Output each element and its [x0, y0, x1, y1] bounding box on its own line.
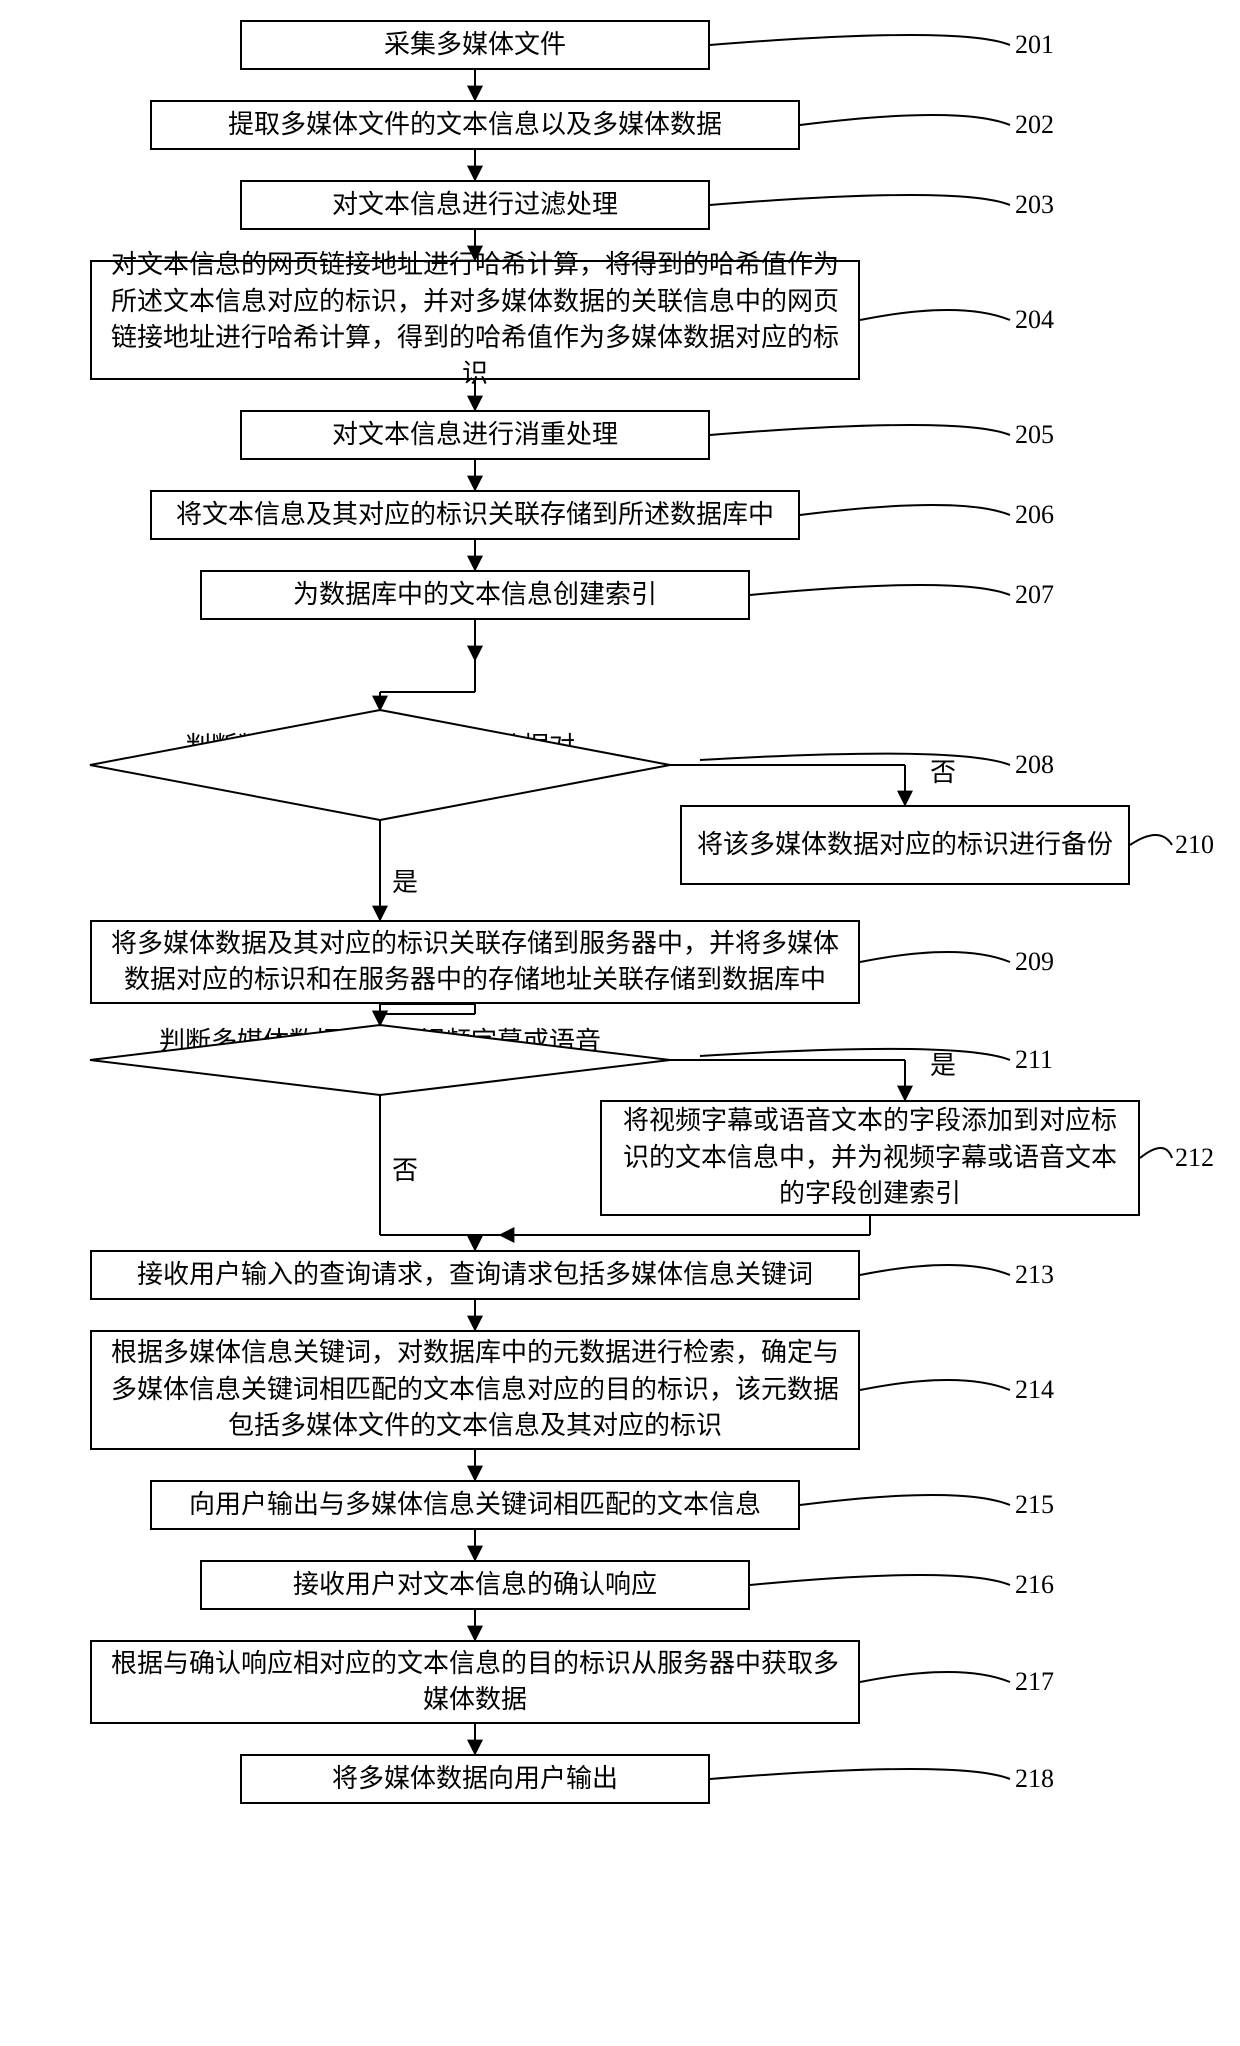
step-213: 接收用户输入的查询请求，查询请求包括多媒体信息关键词	[90, 1250, 860, 1300]
step-201: 采集多媒体文件	[240, 20, 710, 70]
num-202: 202	[1015, 110, 1054, 140]
num-207: 207	[1015, 580, 1054, 610]
num-211: 211	[1015, 1045, 1053, 1075]
step-207: 为数据库中的文本信息创建索引	[200, 570, 750, 620]
num-206: 206	[1015, 500, 1054, 530]
step-214: 根据多媒体信息关键词，对数据库中的元数据进行检索，确定与多媒体信息关键词相匹配的…	[90, 1330, 860, 1450]
step-217: 根据与确认响应相对应的文本信息的目的标识从服务器中获取多媒体数据	[90, 1640, 860, 1724]
num-215: 215	[1015, 1490, 1054, 1520]
num-218: 218	[1015, 1764, 1054, 1794]
step-215: 向用户输出与多媒体信息关键词相匹配的文本信息	[150, 1480, 800, 1530]
step-210: 将该多媒体数据对应的标识进行备份	[680, 805, 1130, 885]
num-216: 216	[1015, 1570, 1054, 1600]
label-yes-211: 是	[930, 1045, 956, 1082]
num-201: 201	[1015, 30, 1054, 60]
num-208: 208	[1015, 750, 1054, 780]
step-208: 判断数据库中是否与多媒体数据对应的标识相同的标识	[180, 728, 580, 802]
step-218: 将多媒体数据向用户输出	[240, 1754, 710, 1804]
step-216: 接收用户对文本信息的确认响应	[200, 1560, 750, 1610]
step-205: 对文本信息进行消重处理	[240, 410, 710, 460]
num-217: 217	[1015, 1667, 1054, 1697]
step-202: 提取多媒体文件的文本信息以及多媒体数据	[150, 100, 800, 150]
step-206: 将文本信息及其对应的标识关联存储到所述数据库中	[150, 490, 800, 540]
num-203: 203	[1015, 190, 1054, 220]
step-211: 判断多媒体数据是否为视频字幕或语音文本	[150, 1042, 610, 1078]
num-209: 209	[1015, 947, 1054, 977]
label-no-208: 否	[930, 752, 956, 789]
flowchart-canvas: 采集多媒体文件 提取多媒体文件的文本信息以及多媒体数据 对文本信息进行过滤处理 …	[0, 0, 1240, 2046]
step-212: 将视频字幕或语音文本的字段添加到对应标识的文本信息中，并为视频字幕或语音文本的字…	[600, 1100, 1140, 1216]
num-210: 210	[1175, 830, 1214, 860]
num-204: 204	[1015, 305, 1054, 335]
label-yes-208: 是	[392, 862, 418, 899]
label-no-211: 否	[392, 1150, 418, 1187]
num-213: 213	[1015, 1260, 1054, 1290]
step-203: 对文本信息进行过滤处理	[240, 180, 710, 230]
num-212: 212	[1175, 1143, 1214, 1173]
step-204: 对文本信息的网页链接地址进行哈希计算，将得到的哈希值作为所述文本信息对应的标识，…	[90, 260, 860, 380]
num-205: 205	[1015, 420, 1054, 450]
step-209: 将多媒体数据及其对应的标识关联存储到服务器中，并将多媒体数据对应的标识和在服务器…	[90, 920, 860, 1004]
num-214: 214	[1015, 1375, 1054, 1405]
